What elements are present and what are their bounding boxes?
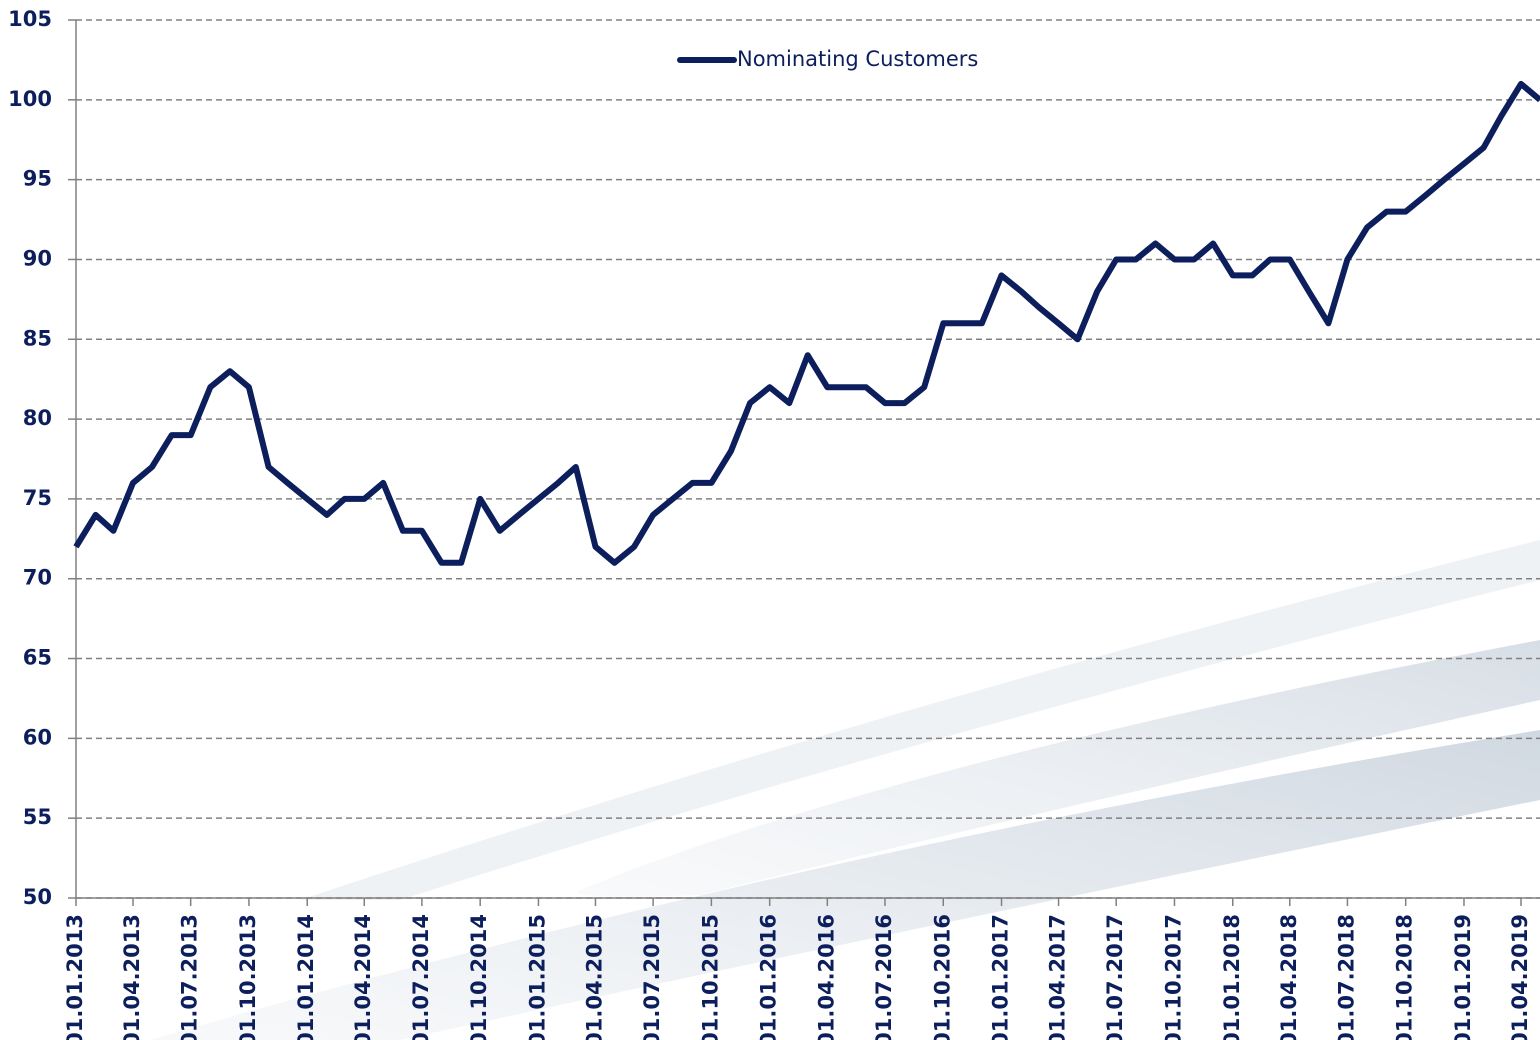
chart: 50 55 60 65 70 75 80 85 90 95 100 105 01.01.2013 01.0… xyxy=(0,0,1540,1040)
y-tick-label: 70 xyxy=(23,566,52,590)
x-tick-label: 01.07.2013 xyxy=(178,914,202,1040)
x-tick-label: 01.07.2014 xyxy=(409,914,433,1040)
x-tick-label: 01.04.2014 xyxy=(351,914,375,1040)
legend-label: Nominating Customers xyxy=(737,47,978,71)
y-tick-label: 105 xyxy=(8,7,52,31)
x-tick-label: 01.01.2013 xyxy=(63,914,87,1040)
x-tick-label: 01.01.2018 xyxy=(1220,914,1244,1040)
x-tick-label: 01.10.2014 xyxy=(467,914,491,1040)
x-tick-label: 01.10.2017 xyxy=(1161,914,1185,1040)
x-tick-label: 01.04.2015 xyxy=(582,914,606,1040)
x-tick-label: 01.10.2018 xyxy=(1393,914,1417,1040)
x-tick-label: 01.04.2016 xyxy=(814,914,838,1040)
x-tick-label: 01.07.2015 xyxy=(640,914,664,1040)
x-tick-label: 01.04.2013 xyxy=(120,914,144,1040)
x-tick-label: 01.07.2018 xyxy=(1334,914,1358,1040)
x-tick-label: 01.04.2019 xyxy=(1508,914,1532,1040)
x-tick-label: 01.01.2014 xyxy=(294,914,318,1040)
data-line xyxy=(76,84,1540,563)
y-tick-label: 60 xyxy=(23,725,52,749)
y-tick-label: 85 xyxy=(23,326,52,350)
x-tick-label: 01.04.2017 xyxy=(1046,914,1070,1040)
y-tick-label: 100 xyxy=(8,87,52,111)
x-tick-label: 01.10.2016 xyxy=(930,914,954,1040)
x-tick-label: 01.01.2015 xyxy=(525,914,549,1040)
y-tick-label: 50 xyxy=(23,885,52,909)
x-tick-label: 01.04.2018 xyxy=(1277,914,1301,1040)
y-tick-label: 75 xyxy=(23,486,52,510)
y-tick-label: 65 xyxy=(23,646,52,670)
x-tick-label: 01.01.2019 xyxy=(1451,914,1475,1040)
y-tick-label: 95 xyxy=(23,167,52,191)
x-tick-label: 01.10.2013 xyxy=(236,914,260,1040)
x-tick-label: 01.01.2016 xyxy=(757,914,781,1040)
page: {"chart_data": {"type": "line", "x": ["0… xyxy=(0,0,1540,1040)
y-tick-label: 55 xyxy=(23,805,52,829)
x-tick-label: 01.01.2017 xyxy=(989,914,1013,1040)
x-tick-label: 01.10.2015 xyxy=(698,914,722,1040)
y-tick-label: 90 xyxy=(23,246,52,270)
x-tick-label: 01.07.2017 xyxy=(1103,914,1127,1040)
y-tick-label: 80 xyxy=(23,406,52,430)
x-tick-label: 01.07.2016 xyxy=(872,914,896,1040)
